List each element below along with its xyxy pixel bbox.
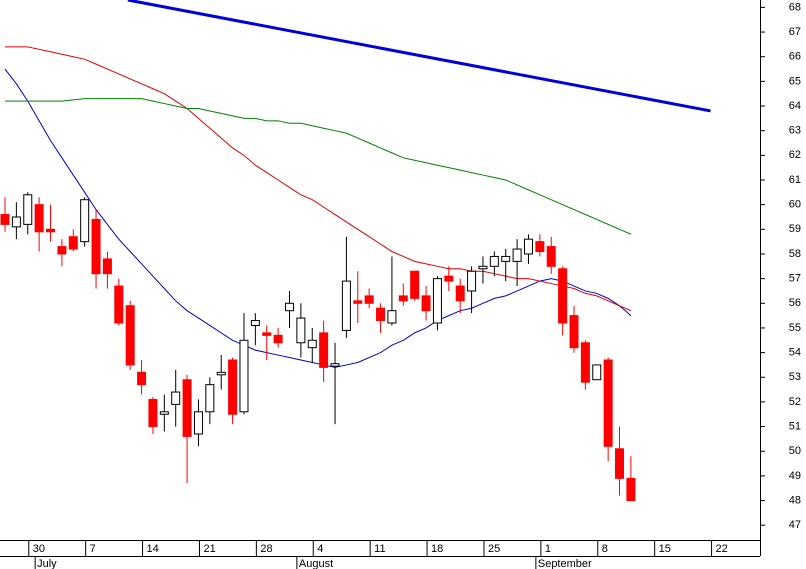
candle-body — [57, 246, 67, 255]
candle-body — [432, 278, 442, 324]
x-tick-label: 18 — [431, 543, 443, 555]
candle-body — [558, 268, 568, 324]
y-tick-label: 65 — [789, 75, 801, 87]
candle-body — [148, 398, 158, 428]
candle-body — [159, 411, 169, 415]
y-tick-label: 53 — [789, 371, 801, 383]
x-tick-label: 4 — [317, 543, 323, 555]
candle-body — [91, 218, 101, 275]
y-tick-label: 57 — [789, 273, 801, 285]
x-tick-label: 8 — [602, 543, 608, 555]
candle-body — [341, 280, 351, 331]
y-tick-label: 52 — [789, 396, 801, 408]
candle-body — [512, 248, 522, 262]
moving-average — [4, 68, 632, 368]
candle-body — [182, 379, 192, 437]
candle-body — [364, 295, 374, 304]
candle-body — [11, 216, 21, 228]
candle-body — [376, 307, 386, 322]
x-tick-label: 22 — [716, 543, 728, 555]
candle-body — [296, 317, 306, 344]
candle-body — [307, 339, 317, 349]
y-tick-label: 55 — [789, 322, 801, 334]
candle-body — [125, 305, 135, 366]
candle-body — [398, 295, 408, 302]
candle-body — [273, 334, 283, 344]
y-tick-label: 59 — [789, 223, 801, 235]
y-tick-label: 58 — [789, 248, 801, 260]
candle-body — [114, 285, 124, 324]
candle-body — [0, 214, 10, 225]
candle-body — [387, 310, 397, 324]
y-tick-label: 61 — [789, 174, 801, 186]
candle-body — [478, 265, 488, 270]
candle-body — [421, 295, 431, 312]
candle-body — [80, 199, 90, 243]
candle-body — [455, 285, 465, 302]
candle-body — [546, 246, 556, 267]
candle-body — [410, 270, 420, 299]
x-tick-label: 15 — [659, 543, 671, 555]
y-tick-label: 66 — [789, 51, 801, 63]
candle-body — [228, 359, 238, 415]
x-tick-label: 21 — [203, 543, 215, 555]
candle-body — [46, 228, 56, 233]
x-tick-label: 14 — [147, 543, 159, 555]
candle-body — [262, 332, 272, 336]
y-tick-label: 63 — [789, 125, 801, 137]
candle-body — [23, 194, 33, 225]
candle-body — [250, 320, 260, 326]
candle-body — [171, 391, 181, 405]
candle-body — [444, 275, 454, 282]
y-tick-label: 50 — [789, 445, 801, 457]
candle-body — [626, 477, 636, 502]
candle-body — [592, 364, 602, 381]
y-tick-label: 68 — [789, 1, 801, 13]
month-label: August — [299, 558, 333, 569]
y-tick-label: 64 — [789, 100, 801, 112]
candle-body — [34, 204, 44, 233]
y-tick-label: 60 — [789, 199, 801, 211]
x-tick-label: 30 — [33, 543, 45, 555]
candle-body — [523, 238, 533, 255]
y-tick-label: 62 — [789, 149, 801, 161]
y-tick-label: 56 — [789, 297, 801, 309]
y-tick-label: 49 — [789, 470, 801, 482]
y-tick-label: 67 — [789, 26, 801, 38]
month-label: September — [538, 558, 592, 569]
candle-body — [102, 258, 112, 275]
candle-body — [603, 359, 613, 447]
candle-body — [137, 371, 147, 386]
candle-body — [569, 315, 579, 349]
moving-average — [5, 98, 632, 235]
candle-body — [193, 411, 203, 435]
candle-body — [353, 300, 363, 304]
y-tick-label: 54 — [789, 347, 801, 359]
candle-body — [330, 363, 340, 367]
candle-body — [239, 339, 249, 413]
candle-body — [535, 241, 545, 253]
y-tick-label: 51 — [789, 420, 801, 432]
candle-body — [216, 371, 226, 376]
x-tick-label: 7 — [90, 543, 96, 555]
candle-body — [501, 255, 511, 262]
moving-average — [5, 46, 632, 312]
candle-body — [205, 384, 215, 413]
candle-body — [615, 448, 625, 479]
x-tick-label: 1 — [545, 543, 551, 555]
candle-body — [467, 270, 477, 292]
candle-body — [489, 255, 499, 267]
x-tick-label: 25 — [488, 543, 500, 555]
x-tick-label: 11 — [374, 543, 385, 555]
candle-body — [580, 342, 590, 383]
candle-body — [319, 332, 329, 368]
candle-body — [285, 302, 294, 312]
x-tick-label: 28 — [260, 543, 272, 555]
month-label: July — [37, 558, 57, 569]
y-tick-label: 47 — [789, 519, 801, 531]
y-tick-label: 48 — [789, 494, 801, 506]
candle-body — [68, 236, 78, 250]
trend-line — [127, 0, 711, 113]
